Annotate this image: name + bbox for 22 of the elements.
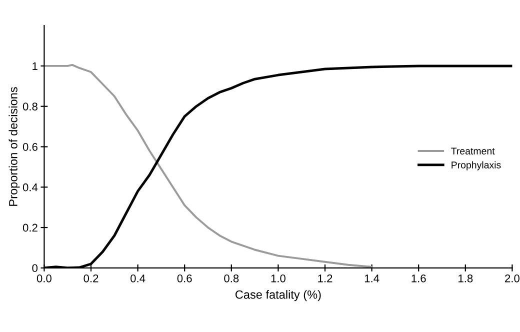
y-tick-label: 1	[32, 62, 38, 70]
x-tick-label: 1.6	[412, 274, 426, 282]
x-tick-label: 1.0	[271, 274, 286, 282]
x-tick-label: 0.8	[224, 274, 239, 282]
y-tick-label: 0.2	[22, 224, 38, 232]
y-tick-label: 0.4	[22, 183, 38, 192]
line-series	[44, 64, 373, 268]
x-tick-label: 1.8	[458, 274, 473, 282]
y-tick-label: 0.8	[22, 102, 38, 110]
x-tick-label: 0.4	[130, 274, 146, 282]
x-tick-label: 1.4	[364, 274, 380, 282]
y-tick-label: 0	[32, 264, 38, 272]
x-tick-label: 0.2	[84, 274, 98, 282]
x-tick-label: 2.0	[505, 274, 520, 282]
legend-label: Treatment	[451, 148, 495, 155]
x-tick-label: 0.6	[177, 274, 192, 282]
x-tick-label: 1.2	[318, 274, 332, 282]
x-tick-label: 0.0	[36, 274, 52, 282]
legend-label: Prophylaxis	[452, 161, 501, 170]
y-tick-label: 0.6	[22, 143, 38, 151]
x-axis-title: Case fatality (%)	[236, 290, 321, 302]
y-axis-title: Proportion of decisions	[8, 87, 20, 206]
